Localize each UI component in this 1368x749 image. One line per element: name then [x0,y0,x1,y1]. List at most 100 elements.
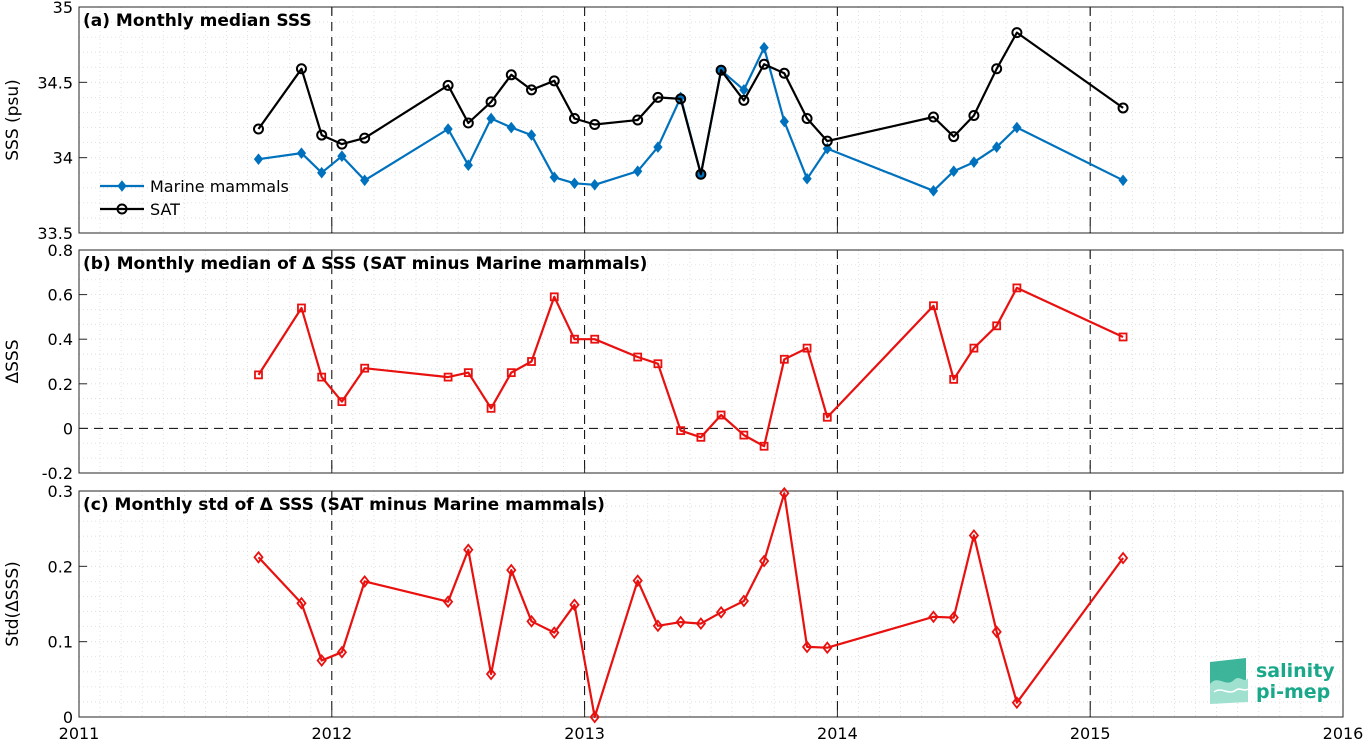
data-point [549,626,560,640]
data-point [1118,332,1128,342]
series-1 [253,41,1128,197]
plots-layer: 33.5 34 34.5 35 SSS (psu) (a) Monthly median … [3,0,1363,743]
data-point [739,84,749,96]
data-point [675,615,686,629]
plot-frame [78,490,1344,718]
data-point [254,370,263,380]
data-point [758,58,770,70]
y-tick-label: 0.8 [48,241,73,260]
data-point [442,595,454,609]
y-tick-label: 34 [53,149,73,168]
data-point [589,119,601,131]
y-tick-label: -0.2 [42,464,73,483]
data-point [296,147,307,159]
data-point [695,617,707,631]
data-point [443,372,453,382]
series-line [257,492,1124,719]
y-tick-label: 0 [63,419,73,438]
data-point [1011,696,1023,710]
data-point [570,334,579,344]
series-line [257,286,1124,448]
data-point [968,109,980,121]
data-point [506,563,517,577]
plot-frame [78,6,1344,234]
data-point [1117,551,1129,565]
x-tick-label: 2012 [311,724,352,743]
data-point [462,117,474,129]
data-point [992,141,1002,153]
data-point [696,432,706,442]
data-point [316,654,327,667]
data-point [253,550,264,564]
y-axis-label: ΔSSS [3,339,23,383]
data-point [359,574,370,588]
y-tick-label: 35 [53,0,73,17]
data-point [526,614,537,628]
data-point [336,138,348,150]
y-axis-label: Std(ΔSSS) [3,561,23,647]
legend-marker [117,180,127,192]
data-point [527,357,536,366]
data-point [949,374,959,384]
x-tick-label: 2013 [564,724,605,743]
x-tick-label: 2016 [1323,724,1364,743]
panel-title: (b) Monthly median of Δ SSS (SAT minus M… [83,254,647,274]
data-point [759,41,769,54]
data-point [589,710,600,724]
data-point [675,93,687,105]
data-point [929,301,938,311]
data-point [949,165,959,178]
plot-frame [78,249,1344,474]
data-point [633,352,643,362]
data-point [632,114,644,126]
data-point [590,178,600,191]
grid [78,491,1344,717]
data-point [821,135,833,147]
data-point [526,84,538,96]
data-point [549,171,559,184]
data-point [632,574,643,588]
data-point [653,141,663,153]
data-point [296,596,307,610]
data-point [485,667,497,681]
data-point [485,96,497,108]
data-point [948,131,960,143]
logo-wave-icon-mid [1213,688,1249,693]
data-point [1012,283,1022,293]
panel-title: (a) Monthly median SSS [83,11,312,31]
data-point [505,69,517,81]
data-point [337,150,347,162]
legend-entry: Marine mammals [150,177,289,196]
data-point [295,63,307,75]
series-1 [253,486,1129,724]
data-point [759,441,769,451]
x-tick-label: 2015 [1070,724,1111,743]
data-point [969,343,979,353]
data-point [928,610,939,624]
data-point [991,625,1002,639]
data-point [443,123,453,135]
data-point [463,159,473,172]
panel-title: (c) Monthly std of Δ SSS (SAT minus Mari… [83,495,605,515]
legend-marker [116,203,128,215]
data-point [738,94,750,106]
data-point [715,64,727,76]
data-point [779,486,790,500]
data-point [969,156,979,168]
plot-area [79,250,1343,473]
data-point [317,166,327,179]
data-point [526,129,537,141]
data-point [549,292,559,302]
data-point [486,112,496,125]
data-point [801,640,813,654]
data-point [1012,121,1022,134]
data-point [802,343,812,353]
data-point [359,132,371,144]
series-line [257,31,1124,176]
x-tick-label: 2014 [817,724,858,743]
data-point [506,121,516,134]
data-point [486,403,496,413]
data-point [822,412,832,422]
data-point [316,129,328,141]
